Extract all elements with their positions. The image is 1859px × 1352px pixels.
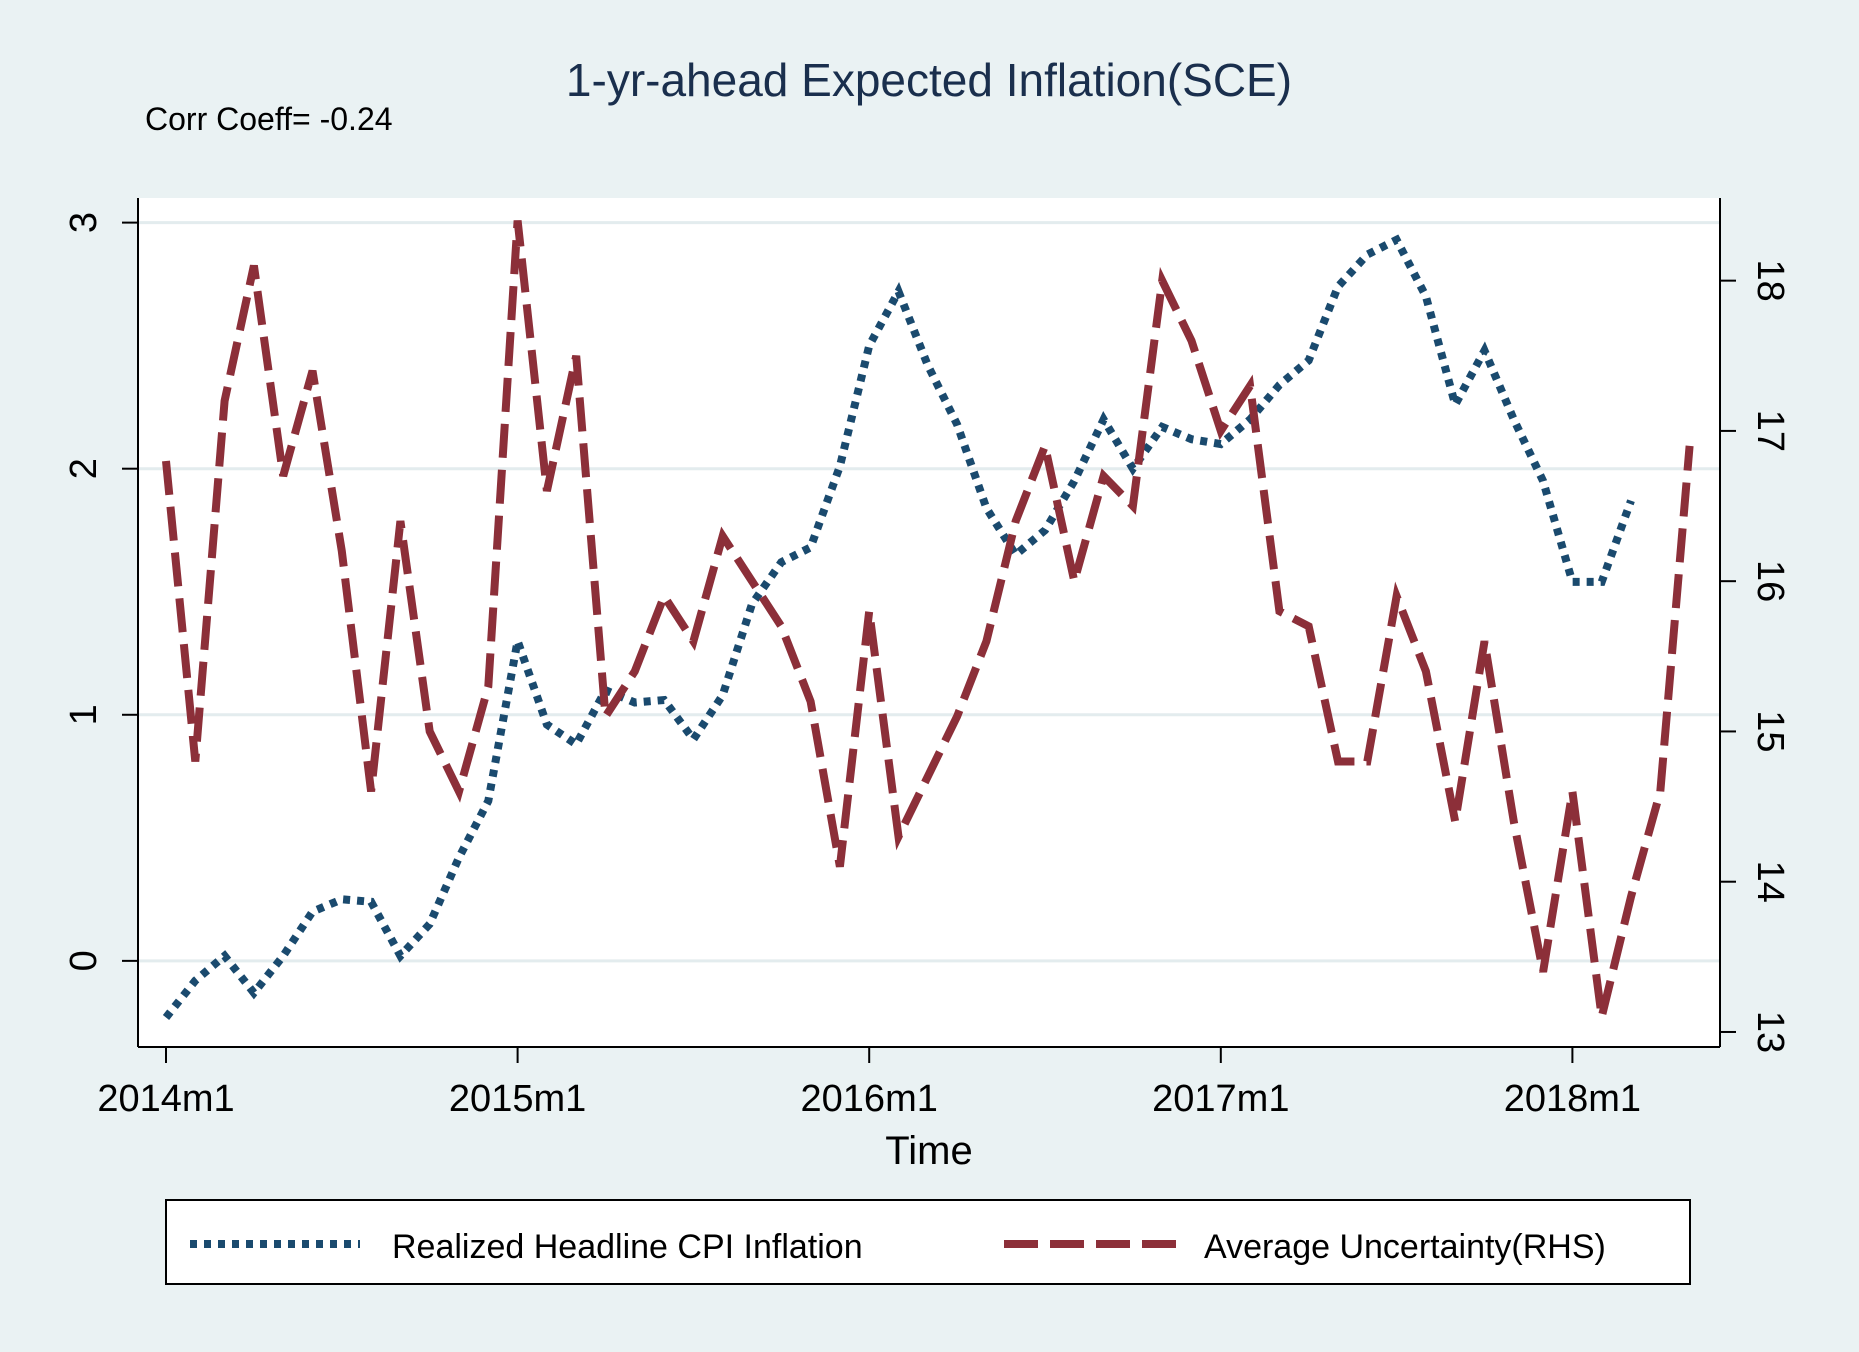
x-tick-label-2016m1: 2016m1 <box>801 1078 938 1120</box>
cpi-inflation-line <box>162 234 1635 1020</box>
left-tick-label-0: 0 <box>63 950 105 971</box>
legend: Realized Headline CPI Inflation Average … <box>165 1199 1691 1285</box>
chart-title: 1-yr-ahead Expected Inflation(SCE) <box>566 54 1292 106</box>
axis-ticks: 0 1 2 3 13 14 15 16 17 18 2014m1 2015m1 2016m1 2017m1… <box>63 212 1791 1120</box>
right-tick-label-13: 13 <box>1749 1011 1791 1053</box>
x-tick-label-2017m1: 2017m1 <box>1152 1078 1289 1120</box>
legend-box <box>165 1199 1691 1285</box>
legend-label-uncertainty: Average Uncertainty(RHS) <box>1204 1228 1606 1266</box>
legend-label-cpi: Realized Headline CPI Inflation <box>392 1228 863 1266</box>
plot-area <box>138 198 1720 1047</box>
series-lines <box>162 220 1694 1020</box>
right-tick-label-17: 17 <box>1749 410 1791 452</box>
x-tick-label-2014m1: 2014m1 <box>97 1078 234 1120</box>
x-axis-label: Time <box>885 1129 972 1173</box>
right-tick-label-15: 15 <box>1749 710 1791 752</box>
left-tick-label-2: 2 <box>63 458 105 479</box>
grid-lines <box>138 221 1720 963</box>
corr-coeff-annotation: Corr Coeff= -0.24 <box>145 101 393 137</box>
uncertainty-line <box>162 220 1694 1018</box>
right-tick-label-14: 14 <box>1749 861 1791 903</box>
x-tick-label-2018m1: 2018m1 <box>1504 1078 1641 1120</box>
right-tick-label-18: 18 <box>1749 260 1791 302</box>
right-tick-label-16: 16 <box>1749 560 1791 602</box>
x-tick-label-2015m1: 2015m1 <box>449 1078 586 1120</box>
left-tick-label-3: 3 <box>63 212 105 233</box>
left-tick-label-1: 1 <box>63 704 105 725</box>
